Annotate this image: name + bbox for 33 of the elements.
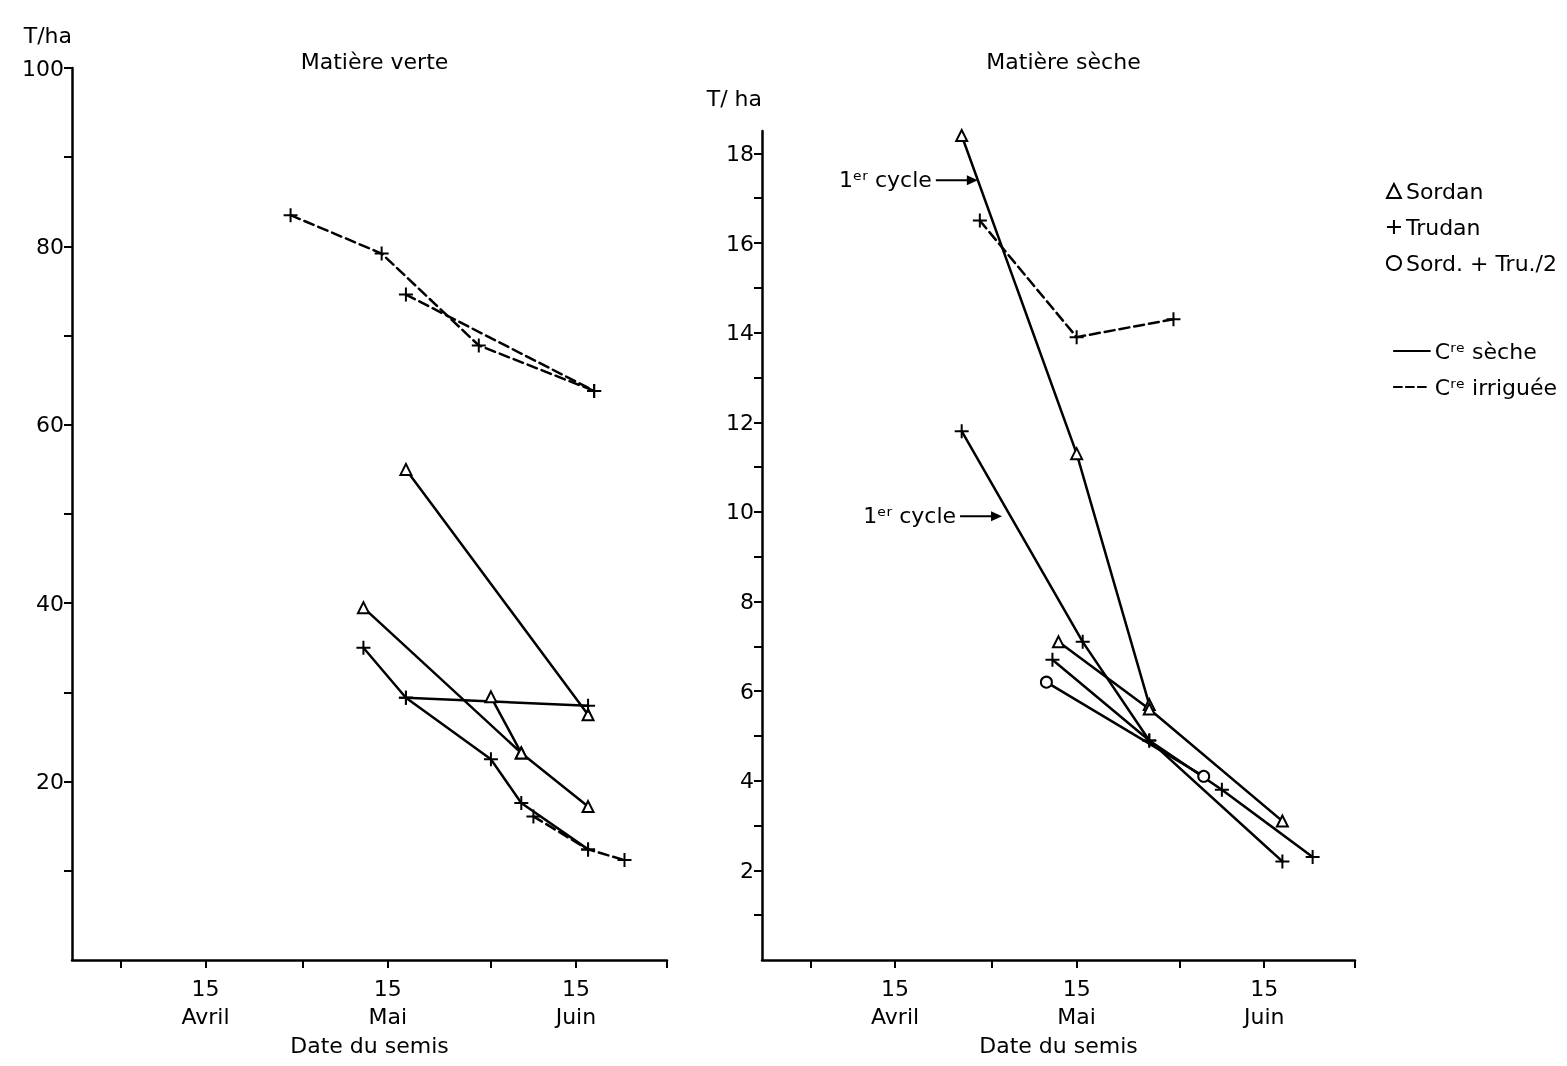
y-tick-label: 100 (22, 55, 64, 81)
x-tick-label: 15 Avril (871, 975, 920, 1029)
y-tick-label: 8 (740, 589, 754, 615)
y-tick-label: 80 (36, 233, 64, 259)
y-axis-title: T/ha (22, 22, 72, 48)
x-tick-label: 15 Avril (181, 975, 230, 1029)
chart-title: Matière sèche (986, 48, 1141, 74)
y-tick-label: 16 (726, 230, 754, 256)
legend-label: Cʳᵉ sèche (1434, 338, 1537, 364)
annotation: 1ᵉʳ cycle (863, 503, 957, 529)
x-axis-title: Date du semis (290, 1033, 449, 1059)
y-tick-label: 10 (726, 499, 754, 525)
legend-label: Cʳᵉ irriguée (1434, 374, 1558, 400)
y-tick-label: 6 (740, 678, 754, 704)
y-tick-label: 14 (726, 320, 754, 346)
x-axis-title: Date du semis (979, 1033, 1138, 1059)
y-tick-label: 12 (726, 409, 754, 435)
annotation: 1ᵉʳ cycle (839, 167, 932, 193)
chart-title: Matière verte (300, 48, 449, 74)
y-tick-label: 4 (740, 768, 754, 794)
y-tick-label: 40 (36, 590, 64, 616)
legend-label: Sord. + Tru./2 (1405, 250, 1558, 276)
x-tick-label: 15 Juin (553, 975, 597, 1029)
legend-label: Sordan (1405, 178, 1484, 204)
y-tick-label: 2 (740, 857, 754, 883)
x-tick-label: 15 Juin (1241, 975, 1285, 1029)
x-tick-label: 15 Mai (368, 975, 407, 1029)
y-tick-label: 18 (726, 140, 754, 166)
legend-label: Trudan (1404, 214, 1481, 240)
x-tick-label: 15 Mai (1057, 975, 1096, 1029)
y-axis-title: T/ ha (705, 85, 762, 111)
y-tick-label: 60 (36, 412, 64, 438)
y-tick-label: 20 (36, 769, 64, 795)
